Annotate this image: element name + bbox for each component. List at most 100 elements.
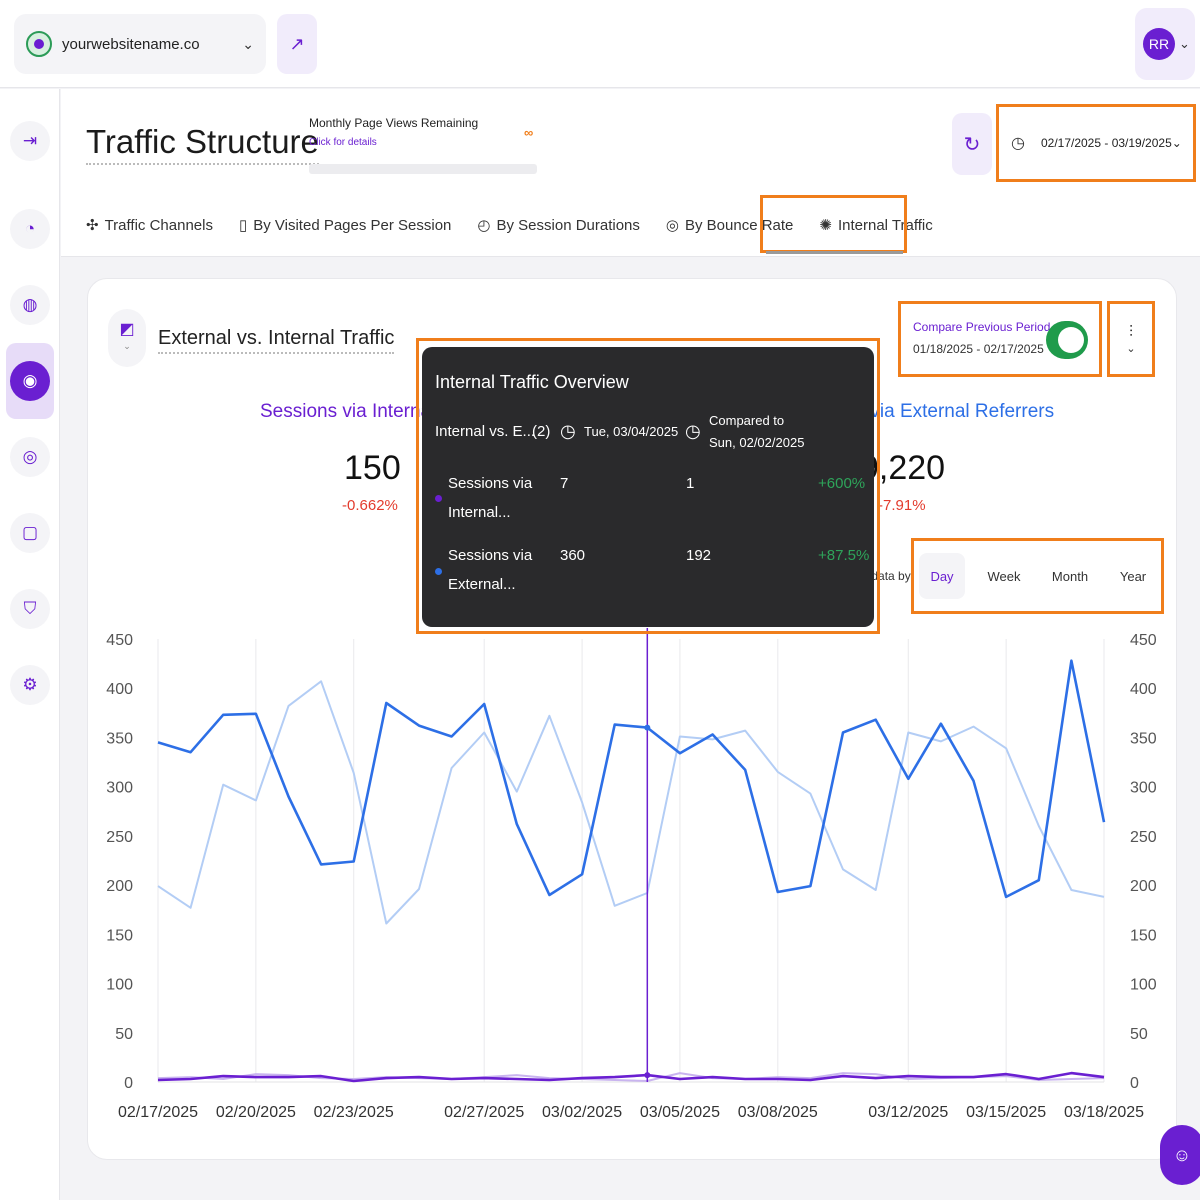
traffic-icon: ◉ bbox=[22, 371, 38, 390]
site-name: yourwebsitename.co bbox=[62, 35, 200, 53]
tooltip-row-label-line1: Sessions via bbox=[448, 547, 533, 564]
tooltip-compare-date: Sun, 02/02/2025 bbox=[709, 435, 805, 450]
period-month-button[interactable]: Month bbox=[1051, 568, 1089, 584]
tab-visited-pages[interactable]: ▯ By Visited Pages Per Session bbox=[238, 216, 452, 235]
tooltip-compare-label: Compared to bbox=[709, 413, 785, 428]
tooltip-row-label: Sessions via External... bbox=[448, 541, 532, 599]
tooltip-row-change: +600% bbox=[818, 475, 866, 492]
tooltip-row-value: 7 bbox=[560, 475, 569, 492]
user-menu[interactable]: RR ⌄ bbox=[1135, 8, 1195, 80]
clock-icon: ◷ bbox=[685, 421, 701, 441]
tooltip-row-label-line2: External... bbox=[448, 576, 516, 593]
support-chat-button[interactable]: ☺ bbox=[1160, 1125, 1200, 1185]
tooltip-row-label-line2: Internal... bbox=[448, 504, 511, 521]
compare-dates: 01/18/2025 - 02/17/2025 bbox=[913, 342, 1044, 356]
tooltip-row-label-line1: Sessions via bbox=[448, 475, 533, 492]
sidebar-item-settings[interactable]: ⚙ bbox=[10, 665, 50, 705]
tab-label: Traffic Channels bbox=[104, 216, 213, 234]
clock-icon: ◷ bbox=[1011, 135, 1025, 152]
tooltip-row-value: 360 bbox=[560, 547, 586, 564]
chevron-down-icon: ⌄ bbox=[1171, 136, 1182, 150]
bag-icon: ◍ bbox=[22, 295, 38, 314]
gear-icon: ⚙ bbox=[22, 675, 38, 694]
external-link-icon: ↗ bbox=[289, 33, 305, 54]
focus-icon: ◎ bbox=[22, 447, 38, 466]
date-range-picker[interactable]: ◷ 02/17/2025 - 03/19/2025 ⌄ bbox=[996, 104, 1196, 182]
tab-internal-traffic[interactable]: ✺ Internal Traffic bbox=[819, 216, 933, 235]
compare-toggle[interactable] bbox=[1046, 321, 1088, 359]
top-bar: yourwebsitename.co ⌄ ↗ RR ⌄ bbox=[0, 0, 1200, 88]
avatar: RR bbox=[1143, 28, 1175, 60]
chat-icon: ▢ bbox=[21, 523, 39, 542]
period-year-button[interactable]: Year bbox=[1119, 568, 1147, 584]
refresh-button[interactable]: ↻ bbox=[952, 113, 992, 175]
tab-session-durations[interactable]: ◴ By Session Durations bbox=[477, 216, 640, 235]
channels-icon: ✣ bbox=[86, 217, 99, 234]
sidebar-item-heatmaps[interactable]: ◎ bbox=[10, 437, 50, 477]
tooltip-title: Internal Traffic Overview bbox=[435, 372, 629, 392]
quota-value: ∞ bbox=[524, 125, 534, 140]
external-metric-change: -7.91% bbox=[878, 497, 926, 514]
tab-label: By Visited Pages Per Session bbox=[253, 216, 452, 234]
shield-icon: ⛉ bbox=[23, 599, 37, 618]
refresh-icon: ↻ bbox=[963, 133, 981, 156]
timer-icon: ◴ bbox=[477, 217, 491, 234]
tab-bounce-rate[interactable]: ◎ By Bounce Rate bbox=[665, 216, 794, 235]
sidebar-item-traffic[interactable]: ◉ bbox=[10, 361, 50, 401]
external-metric-value: 9,220 bbox=[860, 449, 946, 487]
internal-traffic-icon: ✺ bbox=[819, 217, 832, 234]
tooltip-series-count: (2) bbox=[532, 423, 551, 440]
tab-label: By Bounce Rate bbox=[685, 216, 794, 234]
chart-settings-button[interactable]: ⫶ ⌄ bbox=[1107, 301, 1155, 377]
tooltip-row-change: +87.5% bbox=[818, 547, 870, 564]
tooltip-row-label: Sessions via Internal... bbox=[448, 469, 532, 527]
tab-traffic-channels[interactable]: ✣ Traffic Channels bbox=[86, 216, 213, 235]
active-tab-underline bbox=[766, 251, 903, 254]
tooltip-date: Tue, 03/04/2025 bbox=[584, 424, 679, 439]
page-header: Traffic Structure Monthly Page Views Rem… bbox=[61, 89, 1200, 257]
sidebar-item-overview[interactable]: ◔ bbox=[10, 209, 50, 249]
sidebar-item-feedback[interactable]: ▢ bbox=[10, 513, 50, 553]
page-title: Traffic Structure bbox=[86, 123, 319, 165]
sidebar-item-security[interactable]: ⛉ bbox=[10, 589, 50, 629]
chart-type-selector[interactable]: ◩ ⌄ bbox=[108, 309, 146, 367]
quota-progress-bar bbox=[309, 164, 537, 174]
external-series-dot bbox=[435, 568, 442, 575]
site-selector[interactable]: yourwebsitename.co ⌄ bbox=[14, 14, 266, 74]
chevron-down-icon: ⌄ bbox=[123, 341, 131, 351]
tab-bar: ✣ Traffic Channels ▯ By Visited Pages Per … bbox=[86, 207, 959, 243]
period-day-button[interactable]: Day bbox=[919, 553, 965, 599]
open-site-button[interactable]: ↗ bbox=[277, 14, 317, 74]
tooltip-series-header: Internal vs. E... bbox=[435, 423, 536, 440]
chart-tooltip: Internal Traffic Overview Internal vs. E… bbox=[422, 347, 874, 627]
quota-label: Monthly Page Views Remaining bbox=[309, 116, 479, 130]
tooltip-row-compare: 192 bbox=[686, 547, 712, 564]
card-title: External vs. Internal Traffic bbox=[158, 327, 395, 354]
internal-metric-value: 150 bbox=[344, 449, 401, 487]
period-week-button[interactable]: Week bbox=[987, 568, 1021, 584]
site-logo-icon bbox=[26, 31, 52, 57]
chevron-down-icon: ⌄ bbox=[1126, 342, 1136, 355]
chat-bubble-icon: ☺ bbox=[1172, 1144, 1192, 1165]
date-range-value: 02/17/2025 - 03/19/2025 bbox=[1040, 136, 1172, 150]
compare-previous-period: Compare Previous Period 01/18/2025 - 02/… bbox=[898, 301, 1102, 377]
tooltip-highlight-frame bbox=[416, 338, 880, 634]
internal-series-dot bbox=[435, 495, 442, 502]
tab-label: Internal Traffic bbox=[837, 216, 933, 234]
tab-highlight-frame bbox=[760, 195, 907, 253]
clock-icon: ◷ bbox=[560, 421, 576, 441]
bounce-icon: ◎ bbox=[665, 217, 679, 234]
period-selector: Day Week Month Year bbox=[911, 538, 1164, 614]
line-chart-icon: ◩ bbox=[119, 321, 135, 338]
internal-metric-change: -0.662% bbox=[342, 497, 398, 514]
chevron-down-icon: ⌄ bbox=[1179, 36, 1190, 51]
sidebar: ⇥ ◔ ◍ ◉ ◎ ▢ ⛉ ⚙ bbox=[0, 89, 60, 1200]
sidebar-item-ecommerce[interactable]: ◍ bbox=[10, 285, 50, 325]
pages-icon: ▯ bbox=[238, 217, 248, 234]
sidebar-item-exit[interactable]: ⇥ bbox=[10, 121, 50, 161]
quota-details-link[interactable]: Click for details bbox=[309, 137, 377, 148]
chevron-down-icon: ⌄ bbox=[242, 35, 254, 52]
tooltip-row-compare: 1 bbox=[686, 475, 695, 492]
compare-label: Compare Previous Period bbox=[913, 320, 1051, 334]
tab-label: By Session Durations bbox=[496, 216, 640, 234]
